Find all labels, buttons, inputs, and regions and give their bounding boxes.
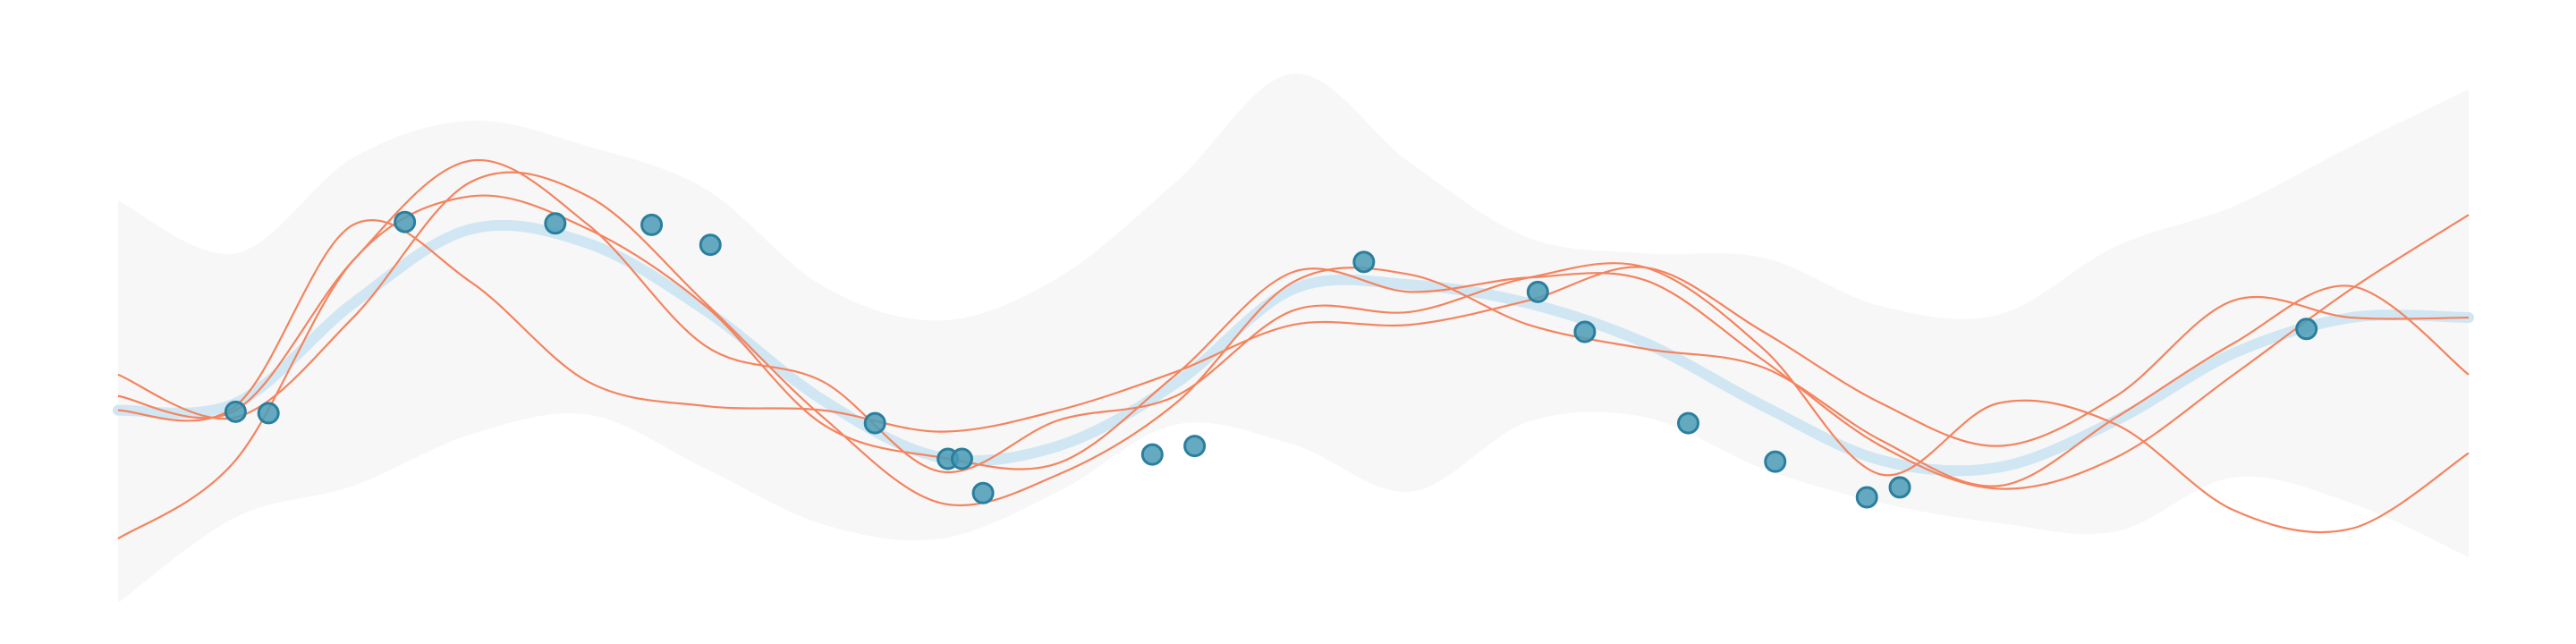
- observation-point: [950, 447, 973, 470]
- sample-path-4: [117, 218, 2470, 447]
- sample-paths-layer: [117, 158, 2470, 540]
- mean-line: [113, 219, 2474, 477]
- observation-point: [394, 210, 417, 233]
- observation-point: [1352, 250, 1376, 274]
- sample-path-3: [117, 194, 2470, 540]
- confidence-band-layer: [118, 73, 2469, 604]
- observation-point: [1573, 320, 1597, 343]
- observation-point: [257, 402, 280, 425]
- observation-point: [863, 411, 886, 435]
- observation-point: [1855, 486, 1878, 509]
- mean-line-layer: [113, 219, 2474, 477]
- observations-layer: [224, 210, 2318, 509]
- confidence-band: [118, 73, 2469, 604]
- observation-point: [699, 233, 722, 257]
- observation-point: [544, 212, 567, 235]
- observation-point: [1764, 450, 1787, 473]
- observation-point: [1526, 280, 1549, 303]
- sample-path-1: [117, 171, 2470, 507]
- observation-point: [640, 213, 664, 236]
- observation-point: [1183, 435, 1207, 458]
- observation-point: [224, 400, 247, 423]
- observation-point: [1140, 443, 1164, 466]
- sample-path-2: [117, 158, 2470, 534]
- observation-point: [1677, 411, 1699, 435]
- observation-point: [2295, 318, 2318, 341]
- observation-point: [971, 481, 995, 504]
- observation-point: [1888, 476, 1911, 499]
